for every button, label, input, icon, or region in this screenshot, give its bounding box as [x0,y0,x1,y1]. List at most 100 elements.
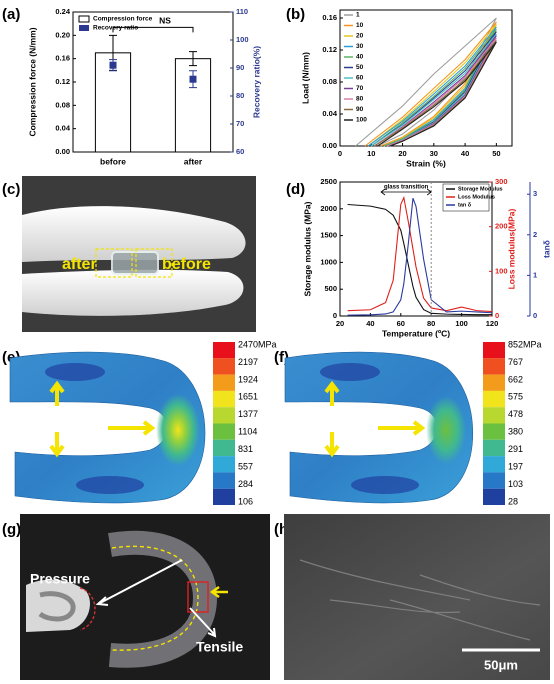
colorbar-band [483,439,505,457]
sem-texture [299,559,541,641]
x-tick-label: 20 [336,319,344,328]
photo-label: after [62,256,97,273]
highlight-box [135,248,173,278]
x-tick-label: after [184,156,203,166]
y-tick-label: 0 [495,311,499,320]
y-tick-label: 0.16 [55,54,70,63]
colorbar-band [483,488,505,505]
photo-label: Tensile [196,639,243,655]
y-tick-label: 0.04 [322,109,337,118]
y-axis-label: Storage modulus (MPa) [302,201,312,296]
colorbar-label: 662 [508,374,523,384]
y-tick-label: 60 [236,147,244,156]
colorbar-label: 1651 [238,392,258,402]
colorbar-band [213,456,235,473]
colorbar-label: 478 [508,409,523,419]
y-tick-label: 0.08 [55,100,70,109]
y-tick-label: 2500 [320,177,337,186]
legend-swatch [78,15,90,23]
indicator-arrow [189,607,217,638]
colorbar-band [213,374,235,391]
panel-label: (c) [2,181,20,198]
annotation: glass transition [384,185,429,191]
legend-label: 90 [356,106,364,113]
y-axis-label: Compression force (N/mm) [27,27,37,136]
colorbar-label: 291 [508,444,523,454]
colorbar-band [483,390,505,408]
y-tick-label: 1000 [320,257,337,266]
y-tick-label: 0 [333,311,337,320]
sem-image [284,514,550,680]
x-axis-label: Temperature (ºC) [382,328,450,338]
colorbar-band [483,472,505,489]
y-tick-label: 1500 [320,231,337,240]
fea-patch [320,363,380,381]
data-line [355,17,497,147]
load-arrow [324,432,340,458]
fea-patch [351,476,419,494]
load-arrow [378,420,426,436]
data-line [370,33,497,147]
colorbar-label: 1104 [238,427,257,437]
colorbar-label: 103 [508,479,523,489]
legend-label: Loss Modulus [458,194,495,200]
colorbar-label: 380 [508,427,523,437]
colorbar-band [483,423,505,440]
y2-axis-label: Loss modulus(MPa) [506,208,516,289]
y-tick-label: 1 [533,270,537,279]
sample-strand [108,530,218,668]
fea-hotspot [156,394,200,466]
load-arrow [324,380,340,406]
colorbar-label: 557 [238,461,253,471]
colorbar-label: 2197 [238,357,258,367]
legend-label: 10 [356,22,364,29]
legend-swatch [79,25,89,31]
legend-label: Compression force [93,16,153,23]
colorbar-band [213,439,235,457]
x-tick-label: before [100,156,126,166]
colorbar-label: 767 [508,357,523,367]
indicator-arrow [209,585,228,599]
y-tick-label: 0.12 [322,45,337,54]
y-tick-label: 100 [495,266,508,275]
highlight-box [187,581,209,613]
legend-label: 40 [356,54,364,61]
y-tick-label: 70 [236,119,244,128]
data-line [347,203,492,316]
colorbar-band [213,488,235,505]
y-tick-label: 200 [495,222,508,231]
x-tick-label: 100 [455,319,468,328]
error-bar [189,51,197,67]
x-tick-label: 120 [486,319,499,328]
panel-label: (g) [2,521,21,538]
y-tick-label: 0.00 [322,141,337,150]
legend-label: 80 [356,96,364,103]
y-axis-label: Load (N/mm) [300,52,310,104]
y-tick-label: 80 [236,91,244,100]
x-tick-label: 30 [430,149,438,158]
colorbar-label: 575 [508,392,523,402]
load-arrow [49,380,65,406]
fea-patch [76,476,144,494]
colorbar-label: 1924 [238,374,258,384]
colorbar-band [213,390,235,408]
data-line [374,37,497,147]
legend-label: 20 [356,33,364,40]
legend-label: Recovery ratio [93,25,138,32]
colorbar-label: 831 [238,444,253,454]
legend-label: 50 [356,64,364,71]
indicator-arrow [95,559,183,606]
colorbar-band [213,423,235,440]
y-tick-label: 100 [236,35,249,44]
colorbar-band [483,407,505,424]
panel-label: (a) [2,6,20,23]
legend-label: 30 [356,43,364,50]
y-tick-label: 2000 [320,204,337,213]
neutral-line [111,545,199,651]
colorbar-band [483,456,505,473]
glove-finger [22,206,246,262]
colorbar-label: 197 [508,461,523,471]
y-tick-label: 0.20 [55,30,70,39]
inset-structure [38,591,76,622]
